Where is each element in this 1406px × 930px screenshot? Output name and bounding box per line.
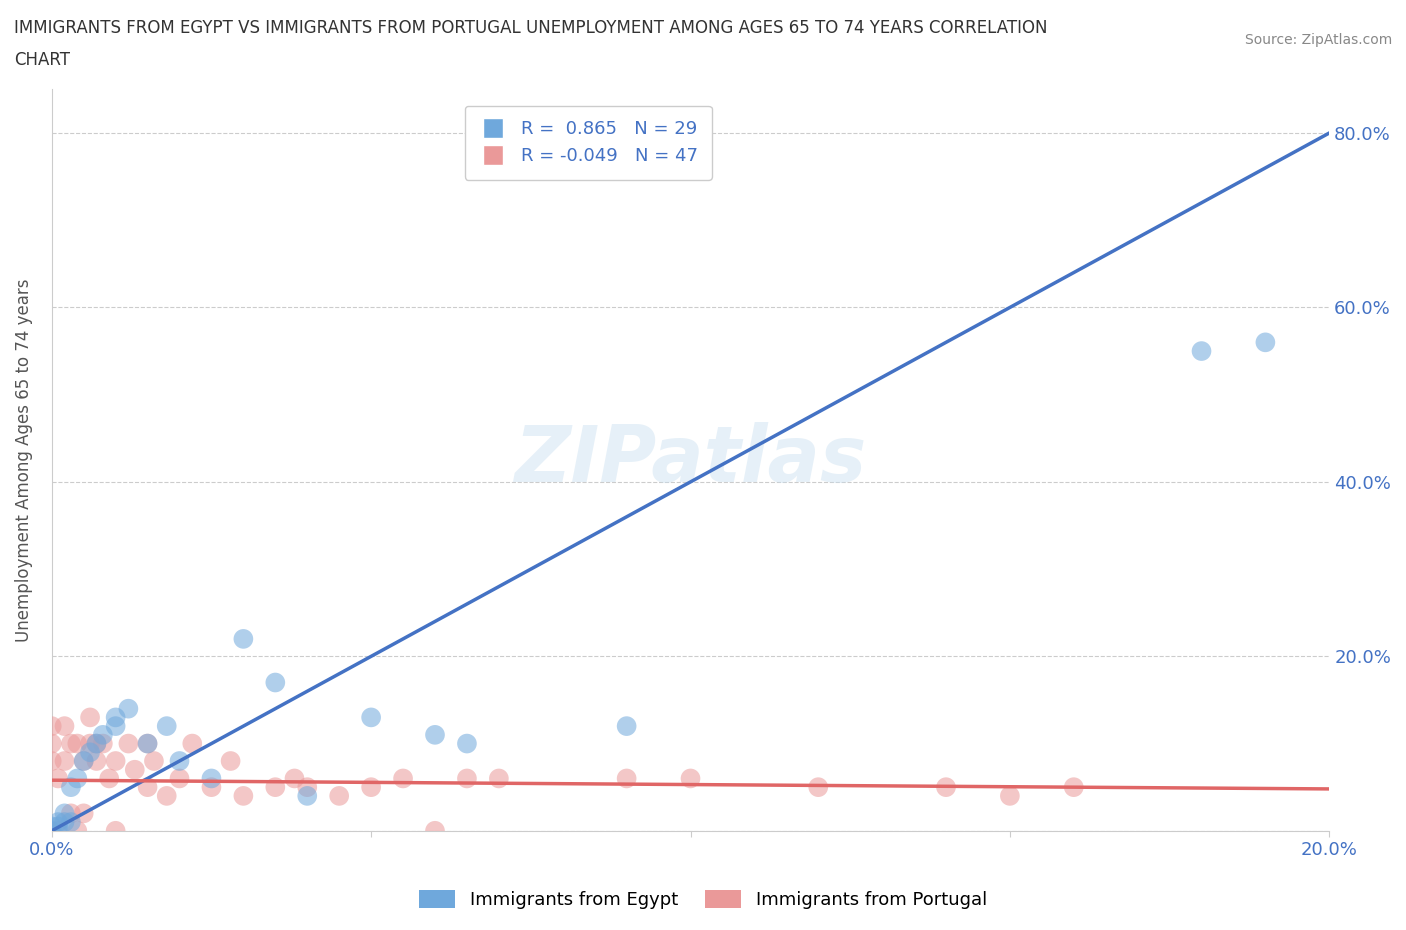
Point <box>41 737 63 751</box>
Point <box>616 771 638 786</box>
Point <box>136 779 159 794</box>
Point <box>53 806 76 821</box>
Point <box>91 727 114 742</box>
Point <box>86 753 108 768</box>
Text: CHART: CHART <box>14 51 70 69</box>
Point <box>456 771 478 786</box>
Point <box>41 753 63 768</box>
Point <box>59 815 82 830</box>
Point <box>807 779 830 794</box>
Point <box>117 701 139 716</box>
Point <box>59 806 82 821</box>
Point <box>53 719 76 734</box>
Point <box>297 789 319 804</box>
Point <box>117 737 139 751</box>
Point <box>264 779 287 794</box>
Point <box>53 815 76 830</box>
Point <box>41 719 63 734</box>
Point <box>232 789 254 804</box>
Point <box>46 819 69 834</box>
Point <box>41 823 63 838</box>
Point <box>124 763 146 777</box>
Point <box>79 737 101 751</box>
Point <box>219 753 242 768</box>
Point <box>53 753 76 768</box>
Point <box>283 771 305 786</box>
Point <box>46 771 69 786</box>
Point <box>104 823 127 838</box>
Point <box>142 753 165 768</box>
Point <box>181 737 204 751</box>
Point <box>616 719 638 734</box>
Point <box>200 779 222 794</box>
Point <box>66 771 89 786</box>
Point <box>264 675 287 690</box>
Point <box>46 815 69 830</box>
Point <box>169 753 191 768</box>
Point <box>456 737 478 751</box>
Point <box>59 737 82 751</box>
Point <box>104 753 127 768</box>
Point <box>1254 335 1277 350</box>
Point <box>935 779 957 794</box>
Point <box>73 753 96 768</box>
Point <box>328 789 350 804</box>
Point <box>66 737 89 751</box>
Legend: R =  0.865   N = 29, R = -0.049   N = 47: R = 0.865 N = 29, R = -0.049 N = 47 <box>464 106 711 179</box>
Point <box>156 789 179 804</box>
Point <box>232 631 254 646</box>
Point <box>104 710 127 724</box>
Point <box>73 806 96 821</box>
Text: IMMIGRANTS FROM EGYPT VS IMMIGRANTS FROM PORTUGAL UNEMPLOYMENT AMONG AGES 65 TO : IMMIGRANTS FROM EGYPT VS IMMIGRANTS FROM… <box>14 19 1047 36</box>
Text: ZIPatlas: ZIPatlas <box>515 422 866 498</box>
Point <box>46 823 69 838</box>
Point <box>1191 343 1213 358</box>
Legend: Immigrants from Egypt, Immigrants from Portugal: Immigrants from Egypt, Immigrants from P… <box>412 883 994 916</box>
Point <box>998 789 1021 804</box>
Point <box>200 771 222 786</box>
Point <box>86 737 108 751</box>
Point <box>488 771 510 786</box>
Point <box>98 771 121 786</box>
Point <box>297 779 319 794</box>
Point <box>360 779 382 794</box>
Point <box>66 823 89 838</box>
Point <box>392 771 415 786</box>
Point <box>136 737 159 751</box>
Point <box>59 779 82 794</box>
Point <box>79 745 101 760</box>
Point <box>423 823 446 838</box>
Point <box>79 710 101 724</box>
Point <box>679 771 702 786</box>
Point <box>136 737 159 751</box>
Point <box>91 737 114 751</box>
Point <box>104 719 127 734</box>
Y-axis label: Unemployment Among Ages 65 to 74 years: Unemployment Among Ages 65 to 74 years <box>15 278 32 642</box>
Point <box>1063 779 1085 794</box>
Text: Source: ZipAtlas.com: Source: ZipAtlas.com <box>1244 33 1392 46</box>
Point <box>156 719 179 734</box>
Point <box>423 727 446 742</box>
Point <box>73 753 96 768</box>
Point <box>169 771 191 786</box>
Point <box>86 737 108 751</box>
Point <box>360 710 382 724</box>
Point <box>41 819 63 834</box>
